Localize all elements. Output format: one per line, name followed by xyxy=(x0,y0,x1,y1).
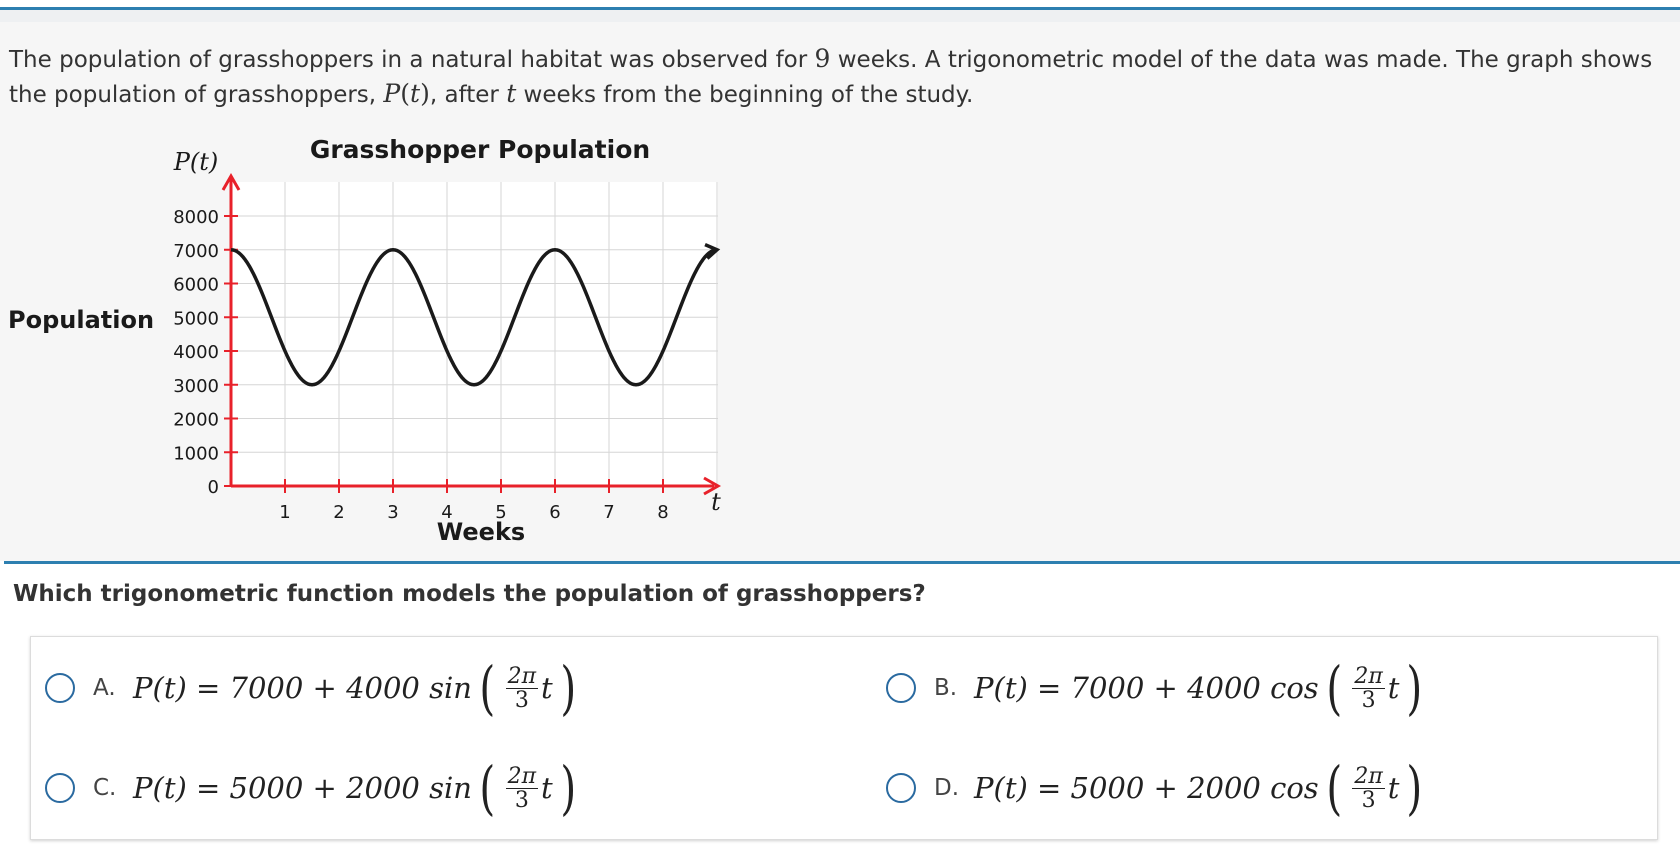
stem-func-name: P xyxy=(383,79,401,108)
population-curve xyxy=(230,248,718,387)
stem-text-3: , after xyxy=(429,82,507,108)
question-prompt: Which trigonometric function models the … xyxy=(13,581,926,607)
stem-var-2: t xyxy=(506,79,517,108)
y-tick-label: 1000 xyxy=(173,443,219,464)
fraction-denominator-d: 3 xyxy=(1361,787,1376,813)
y-tick-label: 5000 xyxy=(173,308,219,329)
grid xyxy=(231,182,718,487)
x-tick-label: 3 xyxy=(387,502,398,523)
formula-a: P(t) = 7000 + 4000 sin ( 2π 3 t ) xyxy=(133,654,576,722)
choice-letter-a: A. xyxy=(93,675,116,701)
choice-d[interactable]: D. P(t) = 5000 + 2000 cos ( 2π 3 t ) xyxy=(886,753,1430,823)
stem-text-4: weeks from the beginning of the study. xyxy=(516,82,974,108)
x-tick-label: 8 xyxy=(657,502,668,523)
fraction-denominator-b: 3 xyxy=(1361,687,1376,713)
tick-labels: 0 1000 2000 3000 4000 5000 6000 7000 8000 1 2 3 4 5 6 7… xyxy=(173,207,669,523)
x-tick-label: 7 xyxy=(603,502,614,523)
x-tick-label: 4 xyxy=(441,502,452,523)
fraction-numerator-b: 2π xyxy=(1352,663,1385,689)
radio-button-c[interactable] xyxy=(45,773,75,803)
choice-letter-b: B. xyxy=(934,675,958,701)
radio-button-a[interactable] xyxy=(45,673,75,703)
formula-var-b: t xyxy=(1387,671,1400,705)
fraction-numerator-d: 2π xyxy=(1352,763,1385,789)
stem-weeks-count: 9 xyxy=(814,44,831,73)
fraction-numerator-a: 2π xyxy=(505,663,539,689)
plot-area xyxy=(231,182,718,486)
x-tick-label: 1 xyxy=(279,502,290,523)
grasshopper-population-chart: Grasshopper Population P(t) Population W… xyxy=(8,135,722,546)
y-tick-label: 8000 xyxy=(173,207,219,228)
x-axis-label: Weeks xyxy=(437,518,525,546)
y-axis-symbol: P(t) xyxy=(173,148,219,176)
stem-paren-open: ( xyxy=(400,79,411,108)
question-stem: The population of grasshoppers in a natu… xyxy=(9,42,1669,112)
answer-choices: A. P(t) = 7000 + 4000 sin ( 2π 3 t ) B. P… xyxy=(30,636,1658,840)
formula-b: P(t) = 7000 + 4000 cos ( 2π 3 t ) xyxy=(974,654,1423,722)
x-tick-label: 6 xyxy=(549,502,560,523)
formula-lhs-a: P(t) = 7000 + 4000 sin xyxy=(133,671,472,705)
y-tick-label: 3000 xyxy=(173,376,219,397)
y-axis-arrow xyxy=(221,172,241,191)
formula-lhs-c: P(t) = 5000 + 2000 sin xyxy=(133,771,472,805)
stem-paren-close: ) xyxy=(420,79,430,108)
axes xyxy=(221,172,722,496)
y-tick-label: 4000 xyxy=(173,342,219,363)
formula-var-c: t xyxy=(541,771,553,805)
x-axis-symbol: t xyxy=(711,488,721,516)
stem-var: t xyxy=(410,79,421,108)
fraction-denominator-a: 3 xyxy=(514,687,529,713)
formula-c: P(t) = 5000 + 2000 sin ( 2π 3 t ) xyxy=(133,754,576,822)
curve-layer xyxy=(230,243,721,387)
x-tick-label: 2 xyxy=(333,502,344,523)
section-divider xyxy=(4,561,1680,564)
y-tick-label: 6000 xyxy=(173,275,219,296)
formula-var-a: t xyxy=(541,671,553,705)
y-tick-label: 0 xyxy=(208,477,219,498)
y-axis-label: Population xyxy=(8,306,154,334)
formula-d: P(t) = 5000 + 2000 cos ( 2π 3 t ) xyxy=(974,754,1423,822)
x-axis-arrow xyxy=(703,476,722,496)
y-tick-label: 2000 xyxy=(173,410,219,431)
fraction-numerator-c: 2π xyxy=(505,763,539,789)
curve-end-arrow xyxy=(704,243,721,260)
choice-c[interactable]: C. P(t) = 5000 + 2000 sin ( 2π 3 t ) xyxy=(45,753,583,823)
formula-var-d: t xyxy=(1387,771,1400,805)
chart-title: Grasshopper Population xyxy=(310,135,650,164)
radio-button-b[interactable] xyxy=(886,673,916,703)
choice-letter-d: D. xyxy=(934,775,960,801)
x-tick-label: 5 xyxy=(495,502,506,523)
choice-a[interactable]: A. P(t) = 7000 + 4000 sin ( 2π 3 t ) xyxy=(45,653,583,723)
top-divider xyxy=(0,7,1680,10)
stem-text-2: weeks. A trigonometric model of the data… xyxy=(9,47,1653,108)
formula-lhs-b: P(t) = 7000 + 4000 cos xyxy=(974,671,1319,705)
choice-b[interactable]: B. P(t) = 7000 + 4000 cos ( 2π 3 t ) xyxy=(886,653,1430,723)
y-tick-label: 7000 xyxy=(173,241,219,262)
formula-lhs-d: P(t) = 5000 + 2000 cos xyxy=(974,771,1319,805)
radio-button-d[interactable] xyxy=(886,773,916,803)
fraction-denominator-c: 3 xyxy=(514,787,529,813)
choice-letter-c: C. xyxy=(93,775,117,801)
stem-text-1: The population of grasshoppers in a natu… xyxy=(9,47,815,73)
